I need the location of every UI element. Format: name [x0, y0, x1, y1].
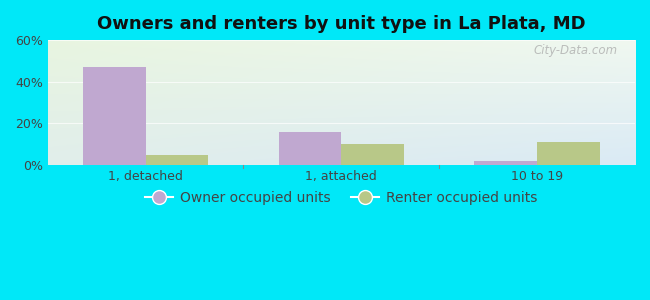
Bar [146, 154, 208, 165]
Legend: Owner occupied units, Renter occupied units: Owner occupied units, Renter occupied un… [140, 185, 543, 210]
Title: Owners and renters by unit type in La Plata, MD: Owners and renters by unit type in La Pl… [97, 15, 586, 33]
Bar [537, 142, 600, 165]
Text: City-Data.com: City-Data.com [533, 44, 618, 57]
Bar [341, 144, 404, 165]
Bar [474, 161, 537, 165]
Bar [279, 132, 341, 165]
Bar [83, 67, 146, 165]
